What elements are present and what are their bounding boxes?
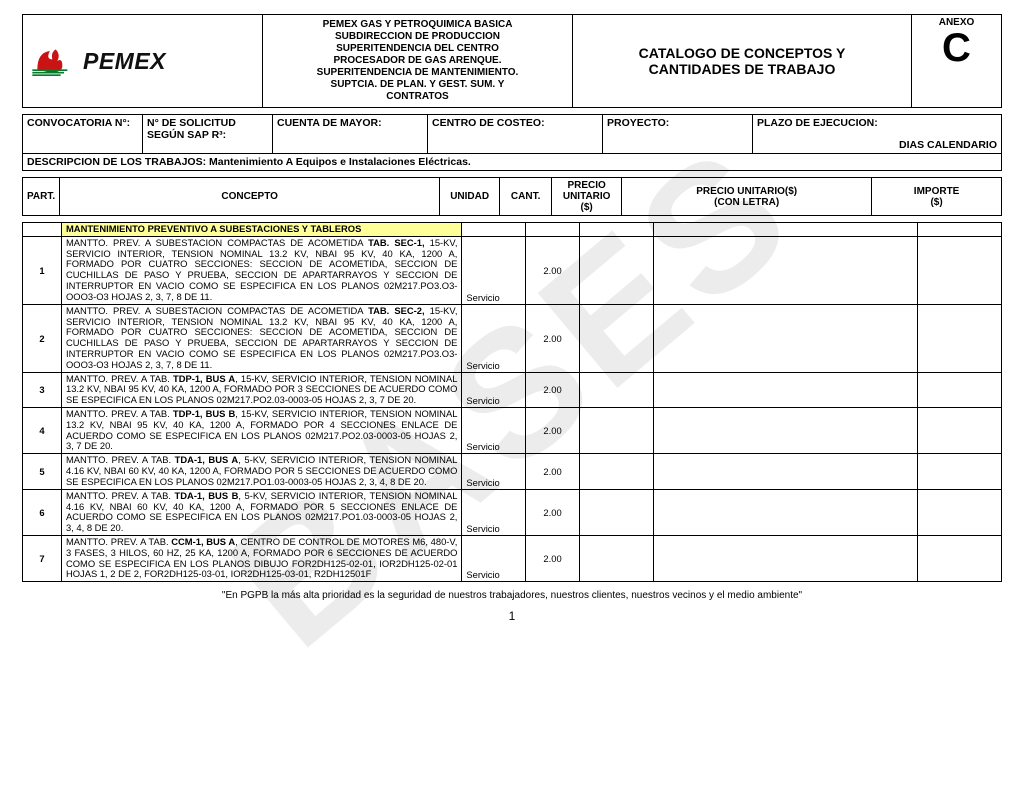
cell-pul <box>654 408 917 454</box>
cell-pul <box>654 304 917 372</box>
table-row: 5MANTTO. PREV. A TAB. TDA-1, BUS A, 5-KV… <box>23 454 1002 489</box>
cell-part: 7 <box>23 535 62 581</box>
cell-cant: 2.00 <box>525 454 580 489</box>
table-row: 6MANTTO. PREV. A TAB. TDA-1, BUS B, 5-KV… <box>23 489 1002 535</box>
cell-pu <box>580 535 654 581</box>
column-header-table: PART. CONCEPTO UNIDAD CANT. PRECIOUNITAR… <box>22 177 1002 216</box>
col-importe: IMPORTE($) <box>872 178 1002 216</box>
cell-concept: MANTTO. PREV. A SUBESTACION COMPACTAS DE… <box>61 236 461 304</box>
cell-pu <box>580 236 654 304</box>
cell-pu <box>580 372 654 407</box>
main-table: MANTENIMIENTO PREVENTIVO A SUBESTACIONES… <box>22 222 1002 582</box>
col-part: PART. <box>23 178 60 216</box>
cell-unidad: Servicio <box>462 535 525 581</box>
logo-cell: PEMEX <box>23 15 263 108</box>
cell-pul <box>654 454 917 489</box>
table-row: 2MANTTO. PREV. A SUBESTACION COMPACTAS D… <box>23 304 1002 372</box>
col-precio-letra: PRECIO UNITARIO($)(CON LETRA) <box>622 178 872 216</box>
pemex-logo-icon <box>29 43 79 79</box>
solicitud-cell: N° DE SOLICITUD SEGÚN SAP R³: <box>143 115 273 154</box>
cell-unidad: Servicio <box>462 236 525 304</box>
cell-pul <box>654 372 917 407</box>
page-number: 1 <box>22 609 1002 623</box>
cell-concept: MANTTO. PREV. A TAB. TDP-1, BUS A, 15-KV… <box>61 372 461 407</box>
cell-cant: 2.00 <box>525 489 580 535</box>
centro-cell: CENTRO DE COSTEO: <box>428 115 603 154</box>
section-row: MANTENIMIENTO PREVENTIVO A SUBESTACIONES… <box>23 223 1002 237</box>
cell-imp <box>917 304 1001 372</box>
logo-text: PEMEX <box>83 48 166 75</box>
table-row: 4MANTTO. PREV. A TAB. TDP-1, BUS B, 15-K… <box>23 408 1002 454</box>
proyecto-cell: PROYECTO: <box>603 115 753 154</box>
cell-part: 3 <box>23 372 62 407</box>
cell-pul <box>654 535 917 581</box>
cell-unidad: Servicio <box>462 489 525 535</box>
plazo-cell: PLAZO DE EJECUCION: DIAS CALENDARIO <box>753 115 1002 154</box>
catalog-title-cell: CATALOGO DE CONCEPTOS Y CANTIDADES DE TR… <box>573 15 912 108</box>
cell-cant: 2.00 <box>525 236 580 304</box>
cell-part: 1 <box>23 236 62 304</box>
col-concepto: CONCEPTO <box>60 178 440 216</box>
table-row: 7MANTTO. PREV. A TAB. CCM-1, BUS A, CENT… <box>23 535 1002 581</box>
cell-part: 6 <box>23 489 62 535</box>
cell-part: 5 <box>23 454 62 489</box>
cell-imp <box>917 236 1001 304</box>
cell-imp <box>917 535 1001 581</box>
cell-concept: MANTTO. PREV. A TAB. TDP-1, BUS B, 15-KV… <box>61 408 461 454</box>
cell-pul <box>654 236 917 304</box>
org-cell: PEMEX GAS Y PETROQUIMICA BASICA SUBDIREC… <box>263 15 573 108</box>
cell-cant: 2.00 <box>525 535 580 581</box>
descripcion-cell: DESCRIPCION DE LOS TRABAJOS: Mantenimien… <box>23 154 1002 171</box>
cell-part: 2 <box>23 304 62 372</box>
cell-concept: MANTTO. PREV. A TAB. TDA-1, BUS A, 5-KV,… <box>61 454 461 489</box>
cell-unidad: Servicio <box>462 408 525 454</box>
table-row: 3MANTTO. PREV. A TAB. TDP-1, BUS A, 15-K… <box>23 372 1002 407</box>
cell-unidad: Servicio <box>462 454 525 489</box>
cell-pul <box>654 489 917 535</box>
document-page: PEMEX PEMEX GAS Y PETROQUIMICA BASICA SU… <box>0 0 1024 623</box>
cell-pu <box>580 454 654 489</box>
cell-imp <box>917 408 1001 454</box>
cell-part: 4 <box>23 408 62 454</box>
cuenta-cell: CUENTA DE MAYOR: <box>273 115 428 154</box>
cell-concept: MANTTO. PREV. A TAB. CCM-1, BUS A, CENTR… <box>61 535 461 581</box>
header-table: PEMEX PEMEX GAS Y PETROQUIMICA BASICA SU… <box>22 14 1002 108</box>
col-cant: CANT. <box>500 178 552 216</box>
cell-concept: MANTTO. PREV. A TAB. TDA-1, BUS B, 5-KV,… <box>61 489 461 535</box>
table-row: 1MANTTO. PREV. A SUBESTACION COMPACTAS D… <box>23 236 1002 304</box>
form-table: CONVOCATORIA N°: N° DE SOLICITUD SEGÚN S… <box>22 114 1002 171</box>
cell-pu <box>580 304 654 372</box>
convocatoria-cell: CONVOCATORIA N°: <box>23 115 143 154</box>
cell-pu <box>580 408 654 454</box>
footer-quote: "En PGPB la más alta prioridad es la seg… <box>22 590 1002 601</box>
cell-cant: 2.00 <box>525 372 580 407</box>
cell-unidad: Servicio <box>462 372 525 407</box>
col-unidad: UNIDAD <box>440 178 500 216</box>
cell-pu <box>580 489 654 535</box>
cell-imp <box>917 372 1001 407</box>
col-precio-unitario: PRECIOUNITARIO($) <box>552 178 622 216</box>
cell-concept: MANTTO. PREV. A SUBESTACION COMPACTAS DE… <box>61 304 461 372</box>
anexo-cell: ANEXO C <box>912 15 1002 108</box>
cell-cant: 2.00 <box>525 408 580 454</box>
cell-cant: 2.00 <box>525 304 580 372</box>
cell-unidad: Servicio <box>462 304 525 372</box>
cell-imp <box>917 454 1001 489</box>
cell-imp <box>917 489 1001 535</box>
